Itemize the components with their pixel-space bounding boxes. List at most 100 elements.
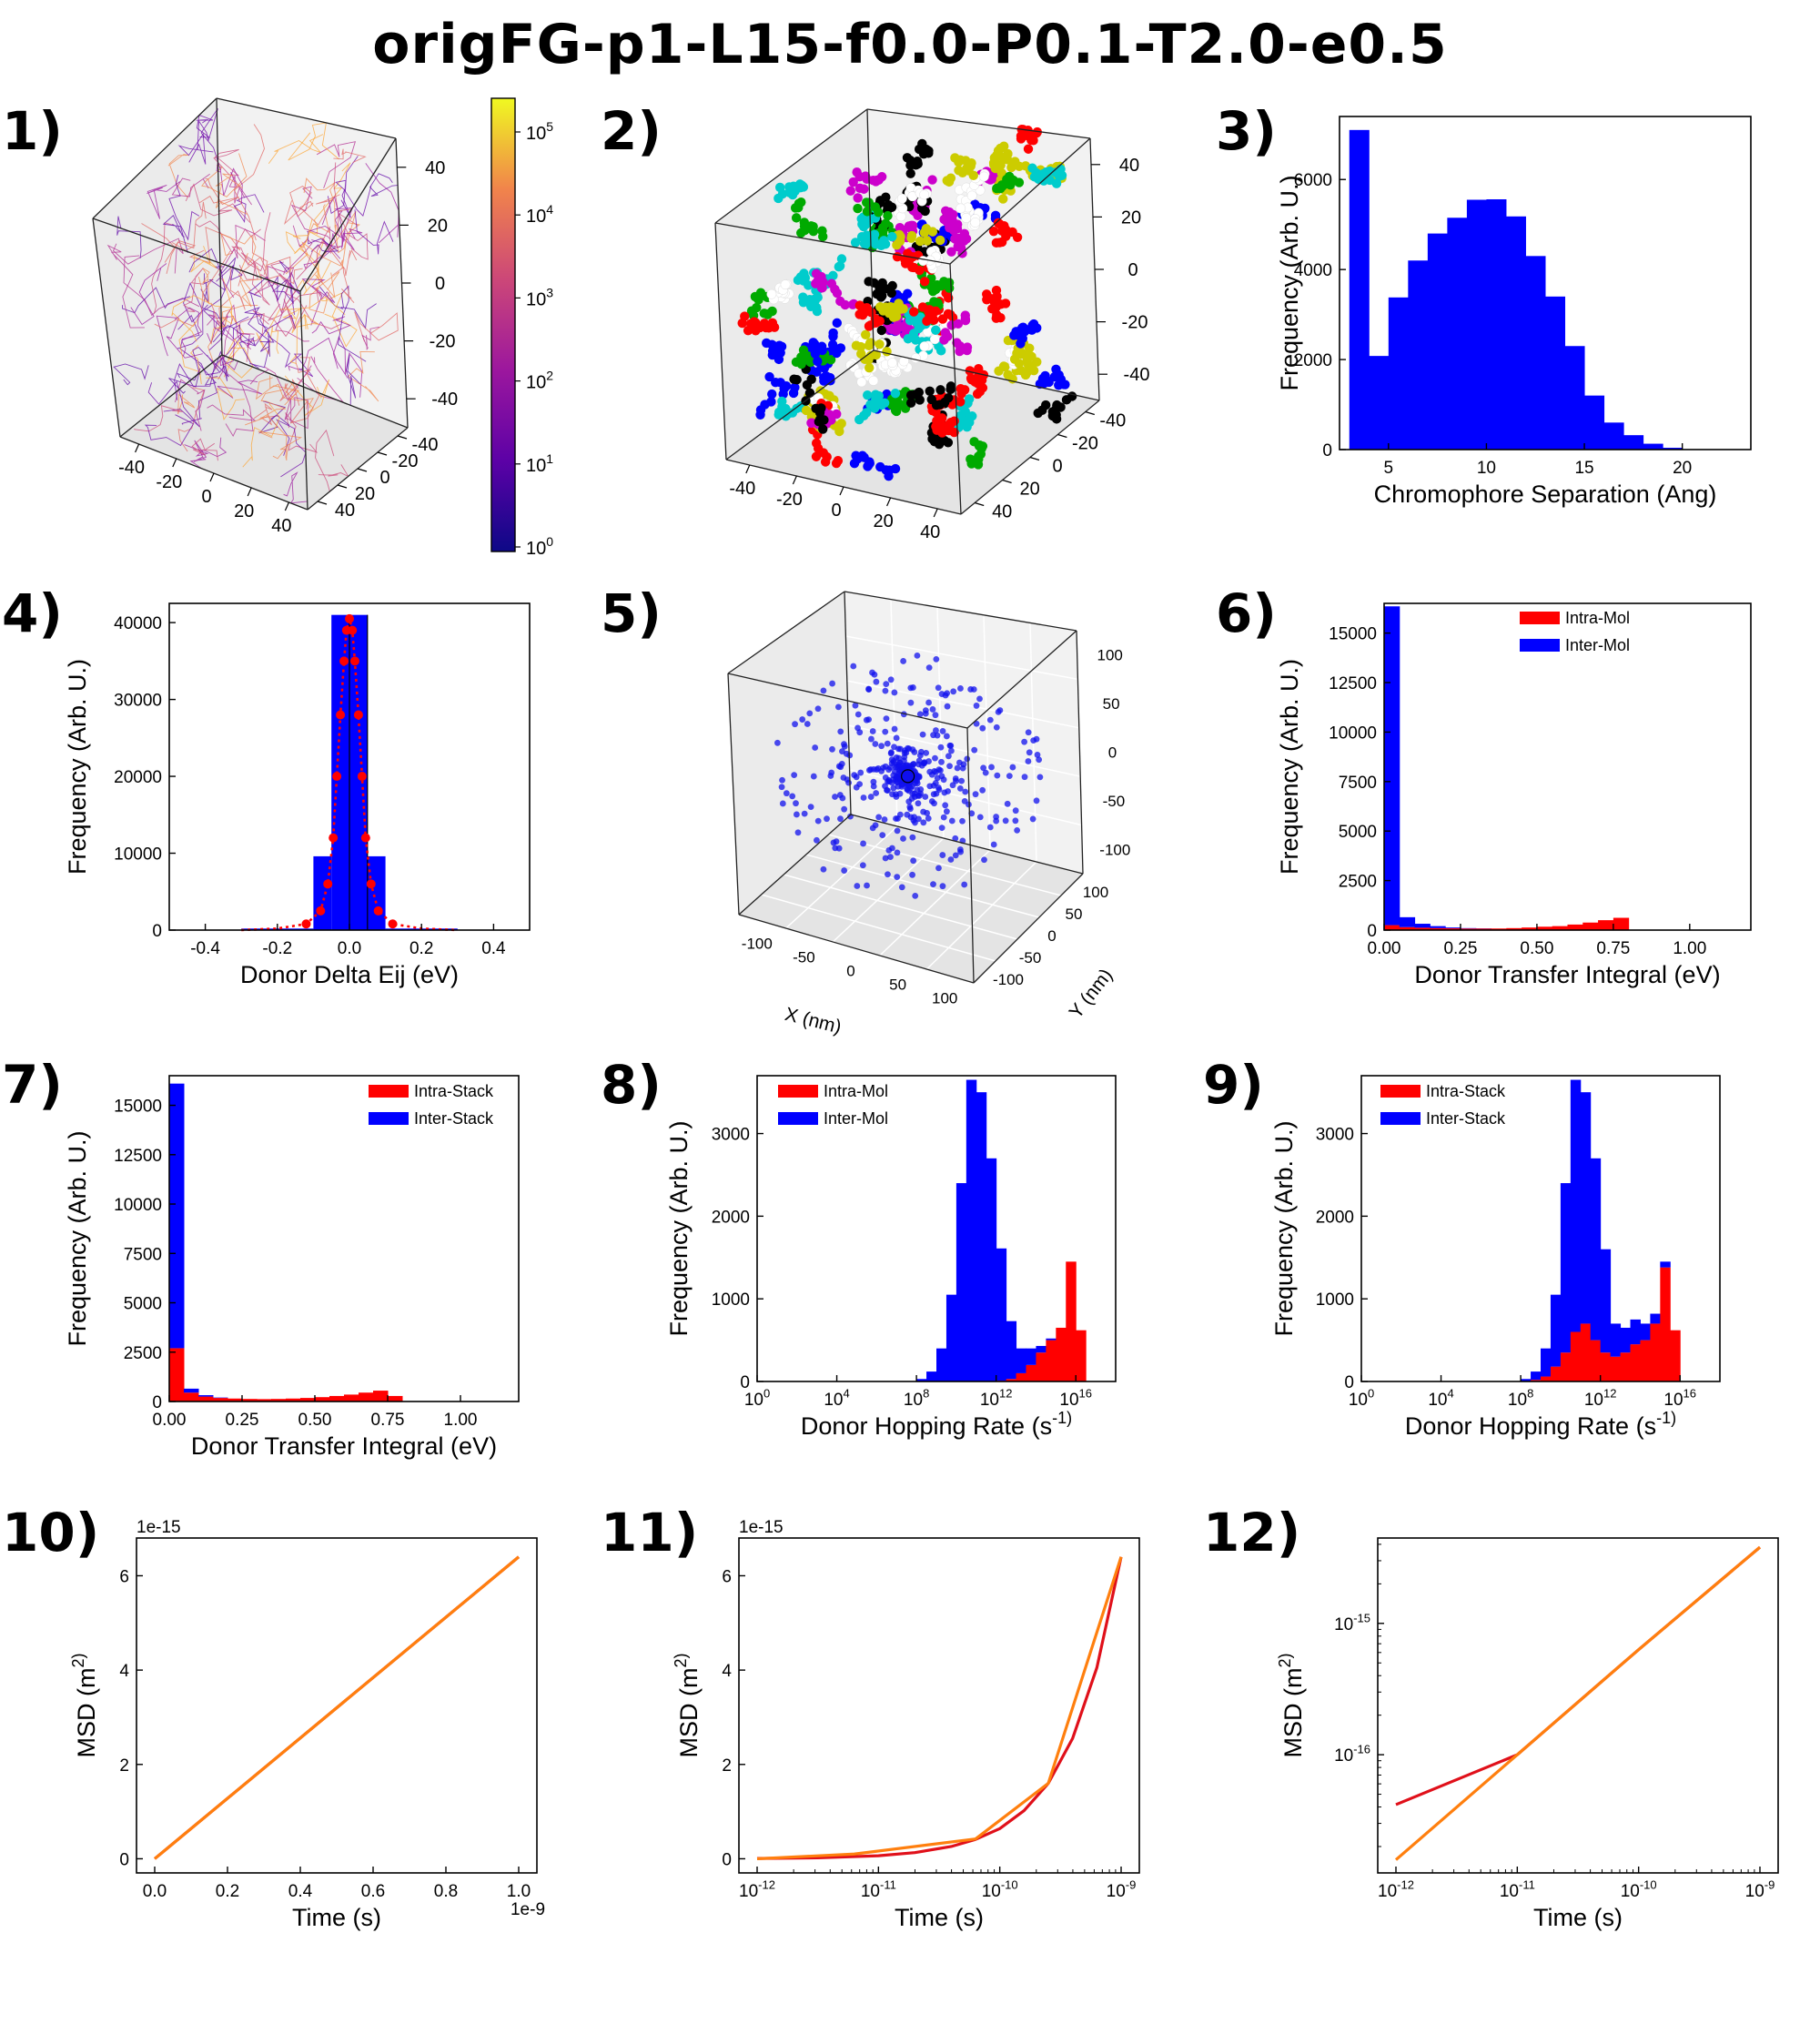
carrier-point [905,744,911,752]
y-tick-label: 100 [1083,884,1108,901]
carrier-point [994,772,1001,779]
z-tick-label: 20 [1121,207,1141,228]
carrier-point [912,892,919,899]
carrier-point [884,786,890,794]
carrier-point [980,764,987,772]
bar-intra-stack [169,1348,185,1402]
chromophore-point [968,170,978,181]
connection-line [347,351,379,402]
bar-intra-stack [228,1398,243,1402]
cube-edge [966,727,975,984]
connection-line [268,134,324,165]
cube-edge [725,349,875,460]
x-tick-label: -20 [156,472,182,492]
panel-label-12: 12) [1203,1502,1301,1563]
connection-line [196,114,214,138]
chromophore-point [873,392,883,402]
carrier-point [979,786,986,794]
panel-label-5: 5) [601,582,662,644]
cube-edge [949,263,962,515]
bar [1388,297,1409,450]
y-tick-label: 0 [1052,457,1062,477]
x-axis-label: Donor Hopping Rate (s-1) [801,1409,1072,1440]
legend-swatch [369,1085,409,1098]
y-tick-label: 10000 [114,845,162,865]
connection-line [369,173,399,197]
y-offset-text: 1e-15 [739,1518,784,1537]
x-tick-label: 0.4 [288,1882,313,1901]
chromophore-point [826,278,837,288]
bar-intra-stack [184,1392,199,1402]
cube-edge [92,218,121,438]
bar-inter-mol [936,1348,947,1381]
chromophore-point [864,321,875,331]
bar [1447,218,1468,450]
chromophore-point [853,203,863,214]
y-tick-label: 0 [152,1393,162,1412]
connection-line [130,263,167,326]
bar-inter-mol [996,1248,1007,1381]
panel-label-7: 7) [2,1054,63,1116]
carrier-point [1036,774,1044,781]
carrier-point [953,777,959,784]
z-tick-label: -40 [431,390,458,410]
chromophore-point [956,410,966,421]
chromophore-point [856,231,867,242]
y-tick-label: 50 [1066,906,1083,923]
carrier-point [996,707,1004,713]
x-axis-label: Donor Transfer Integral (eV) [1414,961,1720,988]
carrier-point [907,784,915,792]
carrier-point [986,824,994,831]
connection-line [331,266,355,304]
y-tick-label: -20 [392,451,419,471]
y-tick-label: 0 [379,468,389,488]
carrier-point [812,744,819,751]
chromophore-point [890,389,901,399]
y-tick-label: 4000 [1294,261,1332,280]
cube-edge [738,814,852,916]
chromophore-point [940,397,950,408]
carrier-point [923,750,930,756]
bar [1545,296,1566,450]
carrier-point [845,779,852,786]
chromophore-point [993,218,1004,228]
carrier-point [892,764,899,771]
chromophore-point [949,427,959,438]
y-offset-text: 1e-15 [136,1518,181,1537]
connection-line [174,307,203,357]
axes-frame [1360,1075,1721,1382]
carrier-point [1012,817,1019,825]
z-tick-label: -20 [430,332,456,352]
y-tick-label: 2000 [1316,1208,1354,1227]
bar-intra-stack [1670,1330,1681,1381]
chromophore-point [767,318,778,329]
carrier-point [909,871,915,878]
connection-line [296,226,331,280]
y-tick-label: 30000 [114,692,162,711]
colorbar-tick-label: 104 [526,202,553,227]
bar-intra-mol [1006,1379,1017,1381]
x-tick-mark [209,472,215,482]
chromophore-point [877,238,888,248]
chromophore-point [876,228,887,238]
bar-inter-stack [198,1395,214,1397]
connection-line [289,357,320,424]
x-tick-label: 0.2 [216,1882,239,1901]
chromophore-point [919,228,930,238]
chromophore-point [998,194,1008,204]
connection-line [144,414,195,447]
chromophore-point [881,465,891,475]
chromophore-point [868,175,878,186]
carrier-point [894,849,901,856]
carrier-point [912,819,918,826]
grid-line [805,854,1040,918]
chromophore-point [943,331,953,341]
cube-edge [866,108,875,351]
carrier-point [799,716,806,723]
y-tick-label: 0 [1344,1373,1354,1392]
carrier-point [907,684,915,692]
carrier-point [891,689,898,696]
grid-line [784,874,1018,940]
cube-edge [738,914,975,984]
chromophore-point [915,236,925,247]
